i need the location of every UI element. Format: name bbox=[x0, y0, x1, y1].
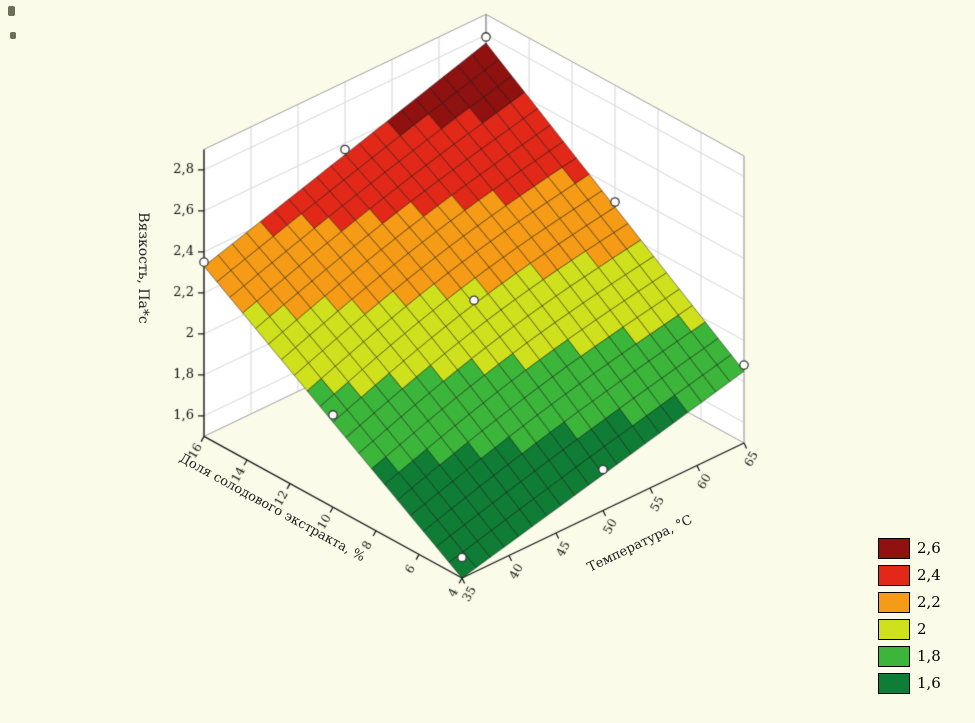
legend-item: 1,6 bbox=[878, 673, 941, 694]
legend-label: 1,8 bbox=[917, 647, 941, 665]
legend-item: 2,4 bbox=[878, 565, 941, 586]
legend-swatch bbox=[878, 619, 910, 640]
legend: 2,6 2,4 2,2 2 1,8 1,6 bbox=[878, 538, 941, 700]
legend-label: 2 bbox=[917, 620, 927, 638]
legend-label: 1,6 bbox=[917, 674, 941, 692]
z-axis-title: Вязкость, Па*с bbox=[135, 212, 151, 324]
screen-artifact bbox=[10, 32, 16, 39]
legend-label: 2,2 bbox=[917, 593, 941, 611]
screen-artifact bbox=[8, 6, 15, 16]
legend-swatch bbox=[878, 646, 910, 667]
legend-swatch bbox=[878, 538, 910, 559]
legend-item: 2,2 bbox=[878, 592, 941, 613]
legend-item: 2 bbox=[878, 619, 941, 640]
legend-item: 1,8 bbox=[878, 646, 941, 667]
legend-swatch bbox=[878, 673, 910, 694]
legend-item: 2,6 bbox=[878, 538, 941, 559]
legend-swatch bbox=[878, 565, 910, 586]
legend-label: 2,6 bbox=[917, 539, 941, 557]
legend-label: 2,4 bbox=[917, 566, 941, 584]
legend-swatch bbox=[878, 592, 910, 613]
